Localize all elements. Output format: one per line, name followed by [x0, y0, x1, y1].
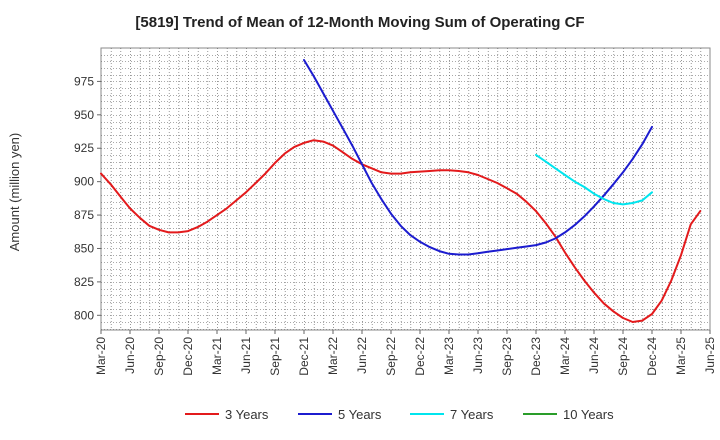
x-tick-label: Mar-22 — [326, 337, 340, 375]
x-tick-label: Mar-25 — [674, 337, 688, 375]
x-tick-label: Sep-21 — [268, 337, 282, 376]
x-tick-label: Jun-21 — [239, 337, 253, 374]
x-tick-label: Dec-22 — [413, 337, 427, 376]
y-axis-title: Amount (million yen) — [7, 133, 22, 252]
plot-area — [100, 47, 711, 331]
x-tick-label: Sep-23 — [500, 337, 514, 376]
series-line-3-years — [100, 139, 702, 323]
legend-label: 5 Years — [338, 407, 382, 422]
series-line-7-years — [535, 153, 653, 206]
series-line-5-years — [303, 59, 653, 256]
x-tick-label: Dec-24 — [645, 337, 659, 376]
x-tick-label: Jun-25 — [703, 337, 717, 374]
y-axis-ticks: 800 825 850 875 900 925 950 975 — [74, 74, 101, 322]
x-tick-label: Jun-20 — [123, 337, 137, 374]
series-layer — [100, 59, 702, 323]
legend-label: 3 Years — [225, 407, 269, 422]
plot-frame — [100, 47, 711, 331]
x-tick-label: Sep-20 — [152, 337, 166, 376]
x-tick-label: Jun-24 — [587, 337, 601, 374]
x-tick-label: Mar-20 — [94, 337, 108, 375]
x-tick-label: Mar-24 — [558, 337, 572, 375]
grid-lines — [101, 48, 710, 330]
y-tick-label: 900 — [74, 175, 94, 189]
x-tick-label: Sep-22 — [384, 337, 398, 376]
legend-label: 10 Years — [563, 407, 614, 422]
x-axis-ticks: Mar-20 Jun-20 Sep-20 Dec-20 Mar-21 Jun-21 Sep-… — [94, 330, 717, 376]
legend-label: 7 Years — [450, 407, 494, 422]
y-tick-label: 875 — [74, 208, 94, 222]
x-tick-label: Mar-23 — [442, 337, 456, 375]
x-tick-label: Dec-20 — [181, 337, 195, 376]
x-tick-label: Jun-22 — [355, 337, 369, 374]
x-tick-label: Sep-24 — [616, 337, 630, 376]
x-tick-label: Dec-21 — [297, 337, 311, 376]
y-tick-label: 975 — [74, 74, 94, 88]
y-tick-label: 800 — [74, 308, 94, 322]
x-tick-label: Jun-23 — [471, 337, 485, 374]
x-tick-label: Mar-21 — [210, 337, 224, 375]
y-tick-label: 950 — [74, 108, 94, 122]
y-tick-label: 825 — [74, 275, 94, 289]
y-tick-label: 925 — [74, 141, 94, 155]
y-tick-label: 850 — [74, 241, 94, 255]
chart-title: [5819] Trend of Mean of 12-Month Moving … — [135, 14, 585, 31]
legend: 3 Years 5 Years 7 Years 10 Years — [185, 407, 614, 422]
x-tick-label: Dec-23 — [529, 337, 543, 376]
